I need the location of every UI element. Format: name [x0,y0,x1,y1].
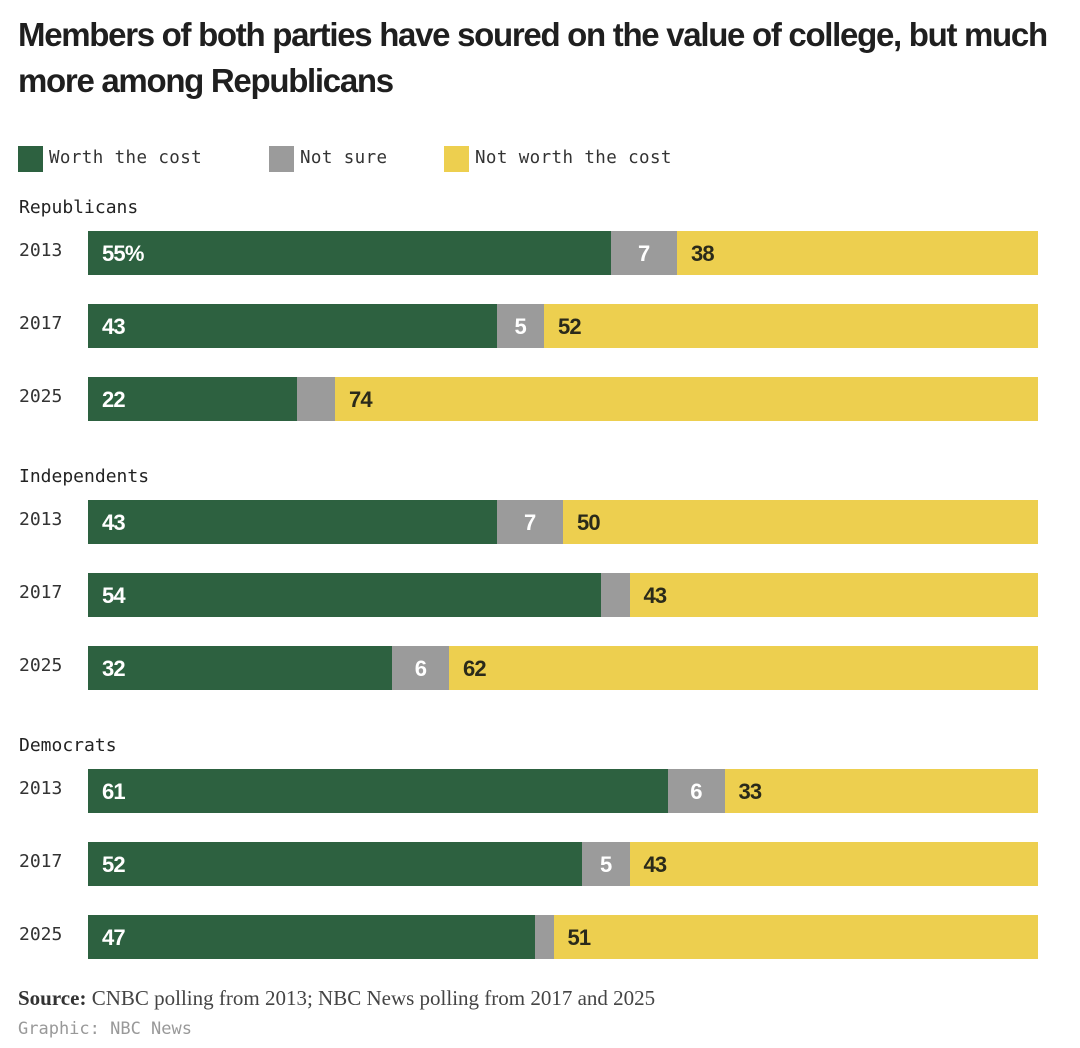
data-label-worth: 54 [102,583,126,608]
group-label-republicans: Republicans [19,197,139,218]
data-label-not-sure: 7 [638,241,650,266]
group-label-democrats: Democrats [19,735,117,756]
year-label: 2025 [19,386,63,407]
data-label-not-worth: 51 [567,925,592,950]
data-label-not-worth: 43 [643,583,668,608]
data-label-worth: 47 [102,925,126,950]
bar-segment-not-sure: 5 [582,842,630,886]
bar-segment-not-sure [601,573,630,617]
data-label-not-sure: 7 [524,510,536,535]
bar-segment-not-sure [534,915,554,959]
bar-segment-not-sure: 6 [392,646,449,690]
bar-row-republicans-2017: 43 5 52 [88,304,1038,348]
legend-swatch-worth [18,146,43,172]
legend-swatch-not-sure [269,146,294,172]
data-label-not-worth: 43 [643,852,668,877]
data-label-not-worth: 62 [463,656,487,681]
bar-segment-not-worth: 52 [544,304,1038,348]
data-label-worth: 61 [102,779,126,804]
group-label-independents: Independents [19,466,150,487]
bar-row-democrats-2017: 52 5 43 [88,842,1038,886]
bar-segment-worth: 32 [88,646,392,690]
year-label: 2013 [19,240,63,261]
bar-row-democrats-2013: 61 6 33 [88,769,1038,813]
bar-segment-worth: 55% [88,231,611,275]
data-label-worth: 43 [102,314,126,339]
bar-segment-worth: 22 [88,377,297,421]
chart-title: Members of both parties have soured on t… [18,16,1048,99]
bar-segment-worth: 43 [88,304,497,348]
data-label-not-sure: 5 [600,852,612,877]
data-label-worth: 22 [102,387,126,412]
bar-row-republicans-2025: 22 74 [88,377,1038,421]
data-label-not-worth: 33 [738,779,763,804]
year-label: 2017 [19,851,63,872]
year-label: 2013 [19,778,63,799]
legend-label-worth: Worth the cost [49,148,203,168]
bar-segment-not-sure: 5 [496,304,544,348]
graphic-credit: Graphic: NBC News [18,1019,192,1039]
bar-segment-worth: 61 [88,769,668,813]
bar-segment-not-worth: 74 [335,377,1038,421]
bar-segment-not-sure [297,377,335,421]
bar-segment-not-worth: 33 [724,769,1038,813]
bar-row-independents-2013: 43 7 50 [88,500,1038,544]
bar-segment-not-worth: 43 [629,573,1038,617]
bar-segment-not-worth: 43 [629,842,1038,886]
year-label: 2017 [19,313,63,334]
bar-segment-not-worth: 38 [677,231,1038,275]
legend-swatch-not-worth [444,146,469,172]
bar-segment-not-worth: 51 [553,915,1038,959]
bar-segment-not-sure: 7 [496,500,563,544]
bar-segment-worth: 47 [88,915,535,959]
data-label-not-sure: 6 [690,779,702,804]
data-label-not-sure: 5 [514,314,527,339]
source-label: Source: [18,986,87,1010]
year-label: 2013 [19,509,63,530]
bar-segment-worth: 54 [88,573,601,617]
data-label-worth: 32 [102,656,126,681]
data-label-not-worth: 52 [558,314,582,339]
data-label-worth: 52 [102,852,126,877]
data-label-worth: 43 [102,510,126,535]
year-label: 2025 [19,655,63,676]
bar-segment-not-sure: 7 [610,231,677,275]
data-label-not-worth: 74 [349,387,373,412]
source-note: Source: CNBC polling from 2013; NBC News… [18,986,655,1011]
legend-label-not-sure: Not sure [300,148,388,168]
data-label-not-worth: 50 [577,510,601,535]
year-label: 2017 [19,582,63,603]
year-label: 2025 [19,924,63,945]
bar-segment-not-worth: 62 [449,646,1038,690]
bar-segment-worth: 52 [88,842,582,886]
bar-row-independents-2017: 54 43 [88,573,1038,617]
bar-row-republicans-2013: 55% 7 38 [88,231,1038,275]
bar-row-independents-2025: 32 6 62 [88,646,1038,690]
data-label-not-worth: 38 [691,241,715,266]
bar-row-democrats-2025: 47 51 [88,915,1038,959]
bar-segment-not-sure: 6 [667,769,725,813]
bar-segment-not-worth: 50 [563,500,1038,544]
source-text: CNBC polling from 2013; NBC News polling… [86,986,656,1010]
data-label-worth: 55% [102,241,144,266]
data-label-not-sure: 6 [414,656,427,681]
bar-segment-worth: 43 [88,500,497,544]
legend-label-not-worth: Not worth the cost [475,148,672,168]
